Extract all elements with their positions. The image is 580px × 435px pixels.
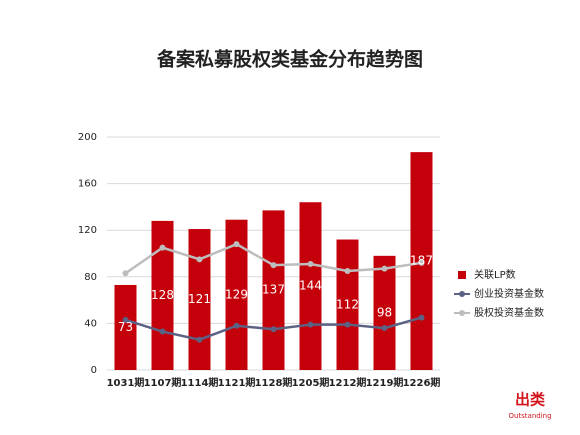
line-point [344, 267, 351, 274]
line-point [307, 321, 314, 328]
chart-title: 备案私募股权类基金分布趋势图 [156, 48, 423, 71]
data-label: 112 [336, 297, 359, 311]
bar [262, 210, 285, 370]
legend-swatch [459, 291, 465, 297]
data-label: 187 [410, 254, 433, 268]
data-label: 98 [377, 305, 392, 319]
line-point [159, 244, 166, 251]
legend-swatch [458, 271, 466, 279]
x-tick-label: 1226期 [403, 376, 441, 389]
line-point [233, 241, 240, 248]
line-point [196, 336, 203, 343]
data-label: 128 [151, 288, 174, 302]
x-tick-label: 1114期 [181, 376, 219, 389]
data-label: 129 [225, 287, 248, 301]
legend-label: 创业投资基金数 [474, 287, 544, 300]
data-label: 121 [188, 292, 211, 306]
y-tick-label: 120 [78, 225, 97, 236]
y-tick-label: 160 [78, 179, 97, 190]
watermark-name: 出类 [515, 391, 546, 409]
line-point [381, 265, 388, 272]
bar [373, 255, 396, 370]
data-label: 137 [262, 283, 285, 297]
line-point [307, 260, 314, 267]
legend-swatch [459, 310, 465, 316]
x-tick-label: 1031期 [107, 376, 145, 389]
bar [114, 284, 137, 370]
bar [336, 239, 359, 370]
line-point [418, 259, 425, 266]
line-point [159, 328, 166, 335]
line-point [381, 325, 388, 332]
y-tick-label: 40 [84, 318, 97, 329]
bar [188, 229, 211, 370]
y-tick-label: 0 [91, 365, 97, 376]
line-point [344, 321, 351, 328]
x-tick-label: 1219期 [366, 376, 404, 389]
legend-label: 关联LP数 [474, 268, 516, 281]
x-tick-label: 1121期 [218, 376, 256, 389]
watermark-sub: Outstanding [508, 412, 551, 420]
x-tick-label: 1128期 [255, 376, 293, 389]
x-tick-label: 1107期 [144, 376, 182, 389]
line-point [122, 270, 129, 277]
line-point [233, 322, 240, 329]
line-point [418, 314, 425, 321]
y-tick-label: 200 [78, 132, 97, 143]
data-label: 144 [299, 279, 322, 293]
line-point [196, 256, 203, 263]
line-point [270, 326, 277, 333]
data-label: 73 [118, 320, 133, 334]
bar [225, 219, 248, 370]
line-point [122, 316, 129, 323]
legend-label: 股权投资基金数 [474, 306, 544, 319]
line-point [270, 262, 277, 269]
x-tick-label: 1212期 [329, 376, 367, 389]
x-tick-label: 1205期 [292, 376, 330, 389]
bar [299, 202, 322, 370]
y-tick-label: 80 [84, 272, 97, 283]
